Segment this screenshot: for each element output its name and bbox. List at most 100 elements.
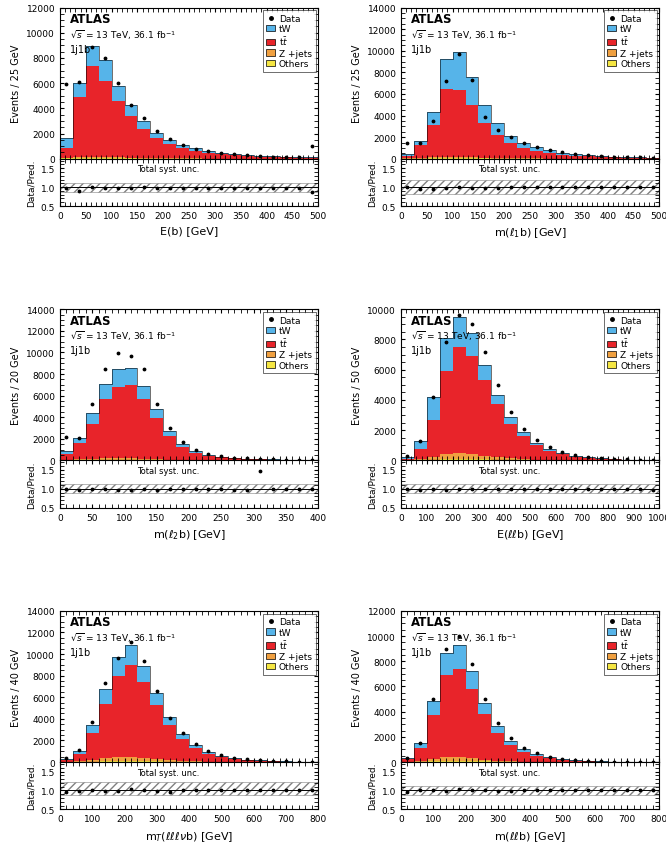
Bar xyxy=(478,760,492,762)
Bar xyxy=(137,400,151,459)
Bar xyxy=(99,61,112,83)
Bar xyxy=(492,124,504,136)
Bar xyxy=(86,158,99,159)
Bar xyxy=(569,155,582,157)
Bar xyxy=(125,458,137,460)
Bar xyxy=(440,455,453,459)
Bar xyxy=(228,759,241,762)
Legend: Data, tW, t$\bar{t}$, Z +jets, Others: Data, tW, t$\bar{t}$, Z +jets, Others xyxy=(604,11,657,72)
Bar xyxy=(440,371,453,455)
Bar xyxy=(478,459,492,461)
Bar xyxy=(582,156,595,158)
Bar xyxy=(125,646,137,665)
Bar xyxy=(607,158,621,159)
Bar xyxy=(60,148,73,158)
Bar xyxy=(478,366,492,381)
Y-axis label: Events / 50 GeV: Events / 50 GeV xyxy=(352,346,362,424)
Bar xyxy=(440,89,453,158)
Bar xyxy=(202,751,215,754)
Bar xyxy=(292,158,306,159)
Bar xyxy=(73,438,86,444)
Bar xyxy=(86,760,99,762)
Bar xyxy=(504,136,517,144)
Bar xyxy=(215,756,228,757)
Bar xyxy=(453,454,466,459)
Bar xyxy=(112,761,125,763)
Bar xyxy=(99,400,112,458)
Bar xyxy=(189,149,202,152)
Bar xyxy=(401,157,414,159)
Bar xyxy=(86,725,99,734)
Bar xyxy=(401,458,414,459)
Bar xyxy=(60,139,73,148)
Bar xyxy=(543,154,556,159)
Y-axis label: Data/Pred.: Data/Pred. xyxy=(367,762,376,809)
Bar xyxy=(466,158,478,159)
Bar xyxy=(151,418,163,459)
Bar xyxy=(137,387,151,400)
Text: $\sqrt{s}$ = 13 TeV, 36.1 fb$^{-1}$: $\sqrt{s}$ = 13 TeV, 36.1 fb$^{-1}$ xyxy=(412,28,517,42)
Bar xyxy=(163,760,176,762)
Bar xyxy=(492,395,504,405)
Bar xyxy=(60,455,73,460)
Bar xyxy=(478,381,492,457)
Bar xyxy=(517,433,530,437)
Bar xyxy=(440,158,453,159)
Bar xyxy=(427,420,440,458)
Bar xyxy=(112,657,125,676)
Bar xyxy=(543,450,556,452)
Bar xyxy=(427,126,440,158)
Bar xyxy=(137,130,151,158)
Bar xyxy=(137,757,151,761)
Bar xyxy=(112,757,125,761)
Bar xyxy=(137,761,151,763)
Bar xyxy=(241,157,254,159)
Bar xyxy=(492,733,504,761)
Bar xyxy=(414,146,427,158)
Text: Total syst. unc.: Total syst. unc. xyxy=(137,768,200,777)
Bar xyxy=(151,705,163,759)
Bar xyxy=(466,334,478,356)
Bar xyxy=(112,86,125,101)
Text: $\sqrt{s}$ = 13 TeV, 36.1 fb$^{-1}$: $\sqrt{s}$ = 13 TeV, 36.1 fb$^{-1}$ xyxy=(412,630,517,644)
Bar xyxy=(466,671,478,689)
Text: 1j1b: 1j1b xyxy=(71,648,91,658)
Bar xyxy=(86,734,99,760)
Bar xyxy=(151,759,163,762)
X-axis label: m$_T$($\ell\ell\ell\nu$b) [GeV]: m$_T$($\ell\ell\ell\nu$b) [GeV] xyxy=(145,829,233,843)
Bar xyxy=(137,682,151,757)
Bar xyxy=(414,749,427,761)
Bar xyxy=(466,459,478,461)
Bar xyxy=(73,444,86,460)
Bar xyxy=(86,47,99,67)
Bar xyxy=(530,152,543,159)
Text: $\sqrt{s}$ = 13 TeV, 36.1 fb$^{-1}$: $\sqrt{s}$ = 13 TeV, 36.1 fb$^{-1}$ xyxy=(71,28,176,42)
Bar xyxy=(504,417,517,424)
Bar xyxy=(492,726,504,733)
Bar xyxy=(86,459,99,460)
Bar xyxy=(440,676,453,757)
Bar xyxy=(60,759,73,760)
Bar xyxy=(254,157,266,158)
Bar xyxy=(137,459,151,460)
Bar xyxy=(492,405,504,458)
Bar xyxy=(504,458,517,460)
Y-axis label: Events / 20 GeV: Events / 20 GeV xyxy=(11,346,21,424)
Text: Total syst. unc.: Total syst. unc. xyxy=(478,768,541,777)
Text: 1j1b: 1j1b xyxy=(71,45,91,55)
Bar xyxy=(453,158,466,159)
Bar xyxy=(125,369,137,385)
Bar xyxy=(543,151,556,154)
Bar xyxy=(440,60,453,89)
Bar xyxy=(151,410,163,418)
Bar xyxy=(440,459,453,461)
Text: Total syst. unc.: Total syst. unc. xyxy=(478,467,541,475)
Bar xyxy=(266,158,280,159)
Text: $\sqrt{s}$ = 13 TeV, 36.1 fb$^{-1}$: $\sqrt{s}$ = 13 TeV, 36.1 fb$^{-1}$ xyxy=(71,630,176,644)
Bar xyxy=(453,91,466,158)
Bar xyxy=(582,158,595,159)
Y-axis label: Data/Pred.: Data/Pred. xyxy=(26,159,35,207)
Bar xyxy=(151,134,163,139)
Bar xyxy=(466,78,478,106)
Bar xyxy=(440,757,453,761)
